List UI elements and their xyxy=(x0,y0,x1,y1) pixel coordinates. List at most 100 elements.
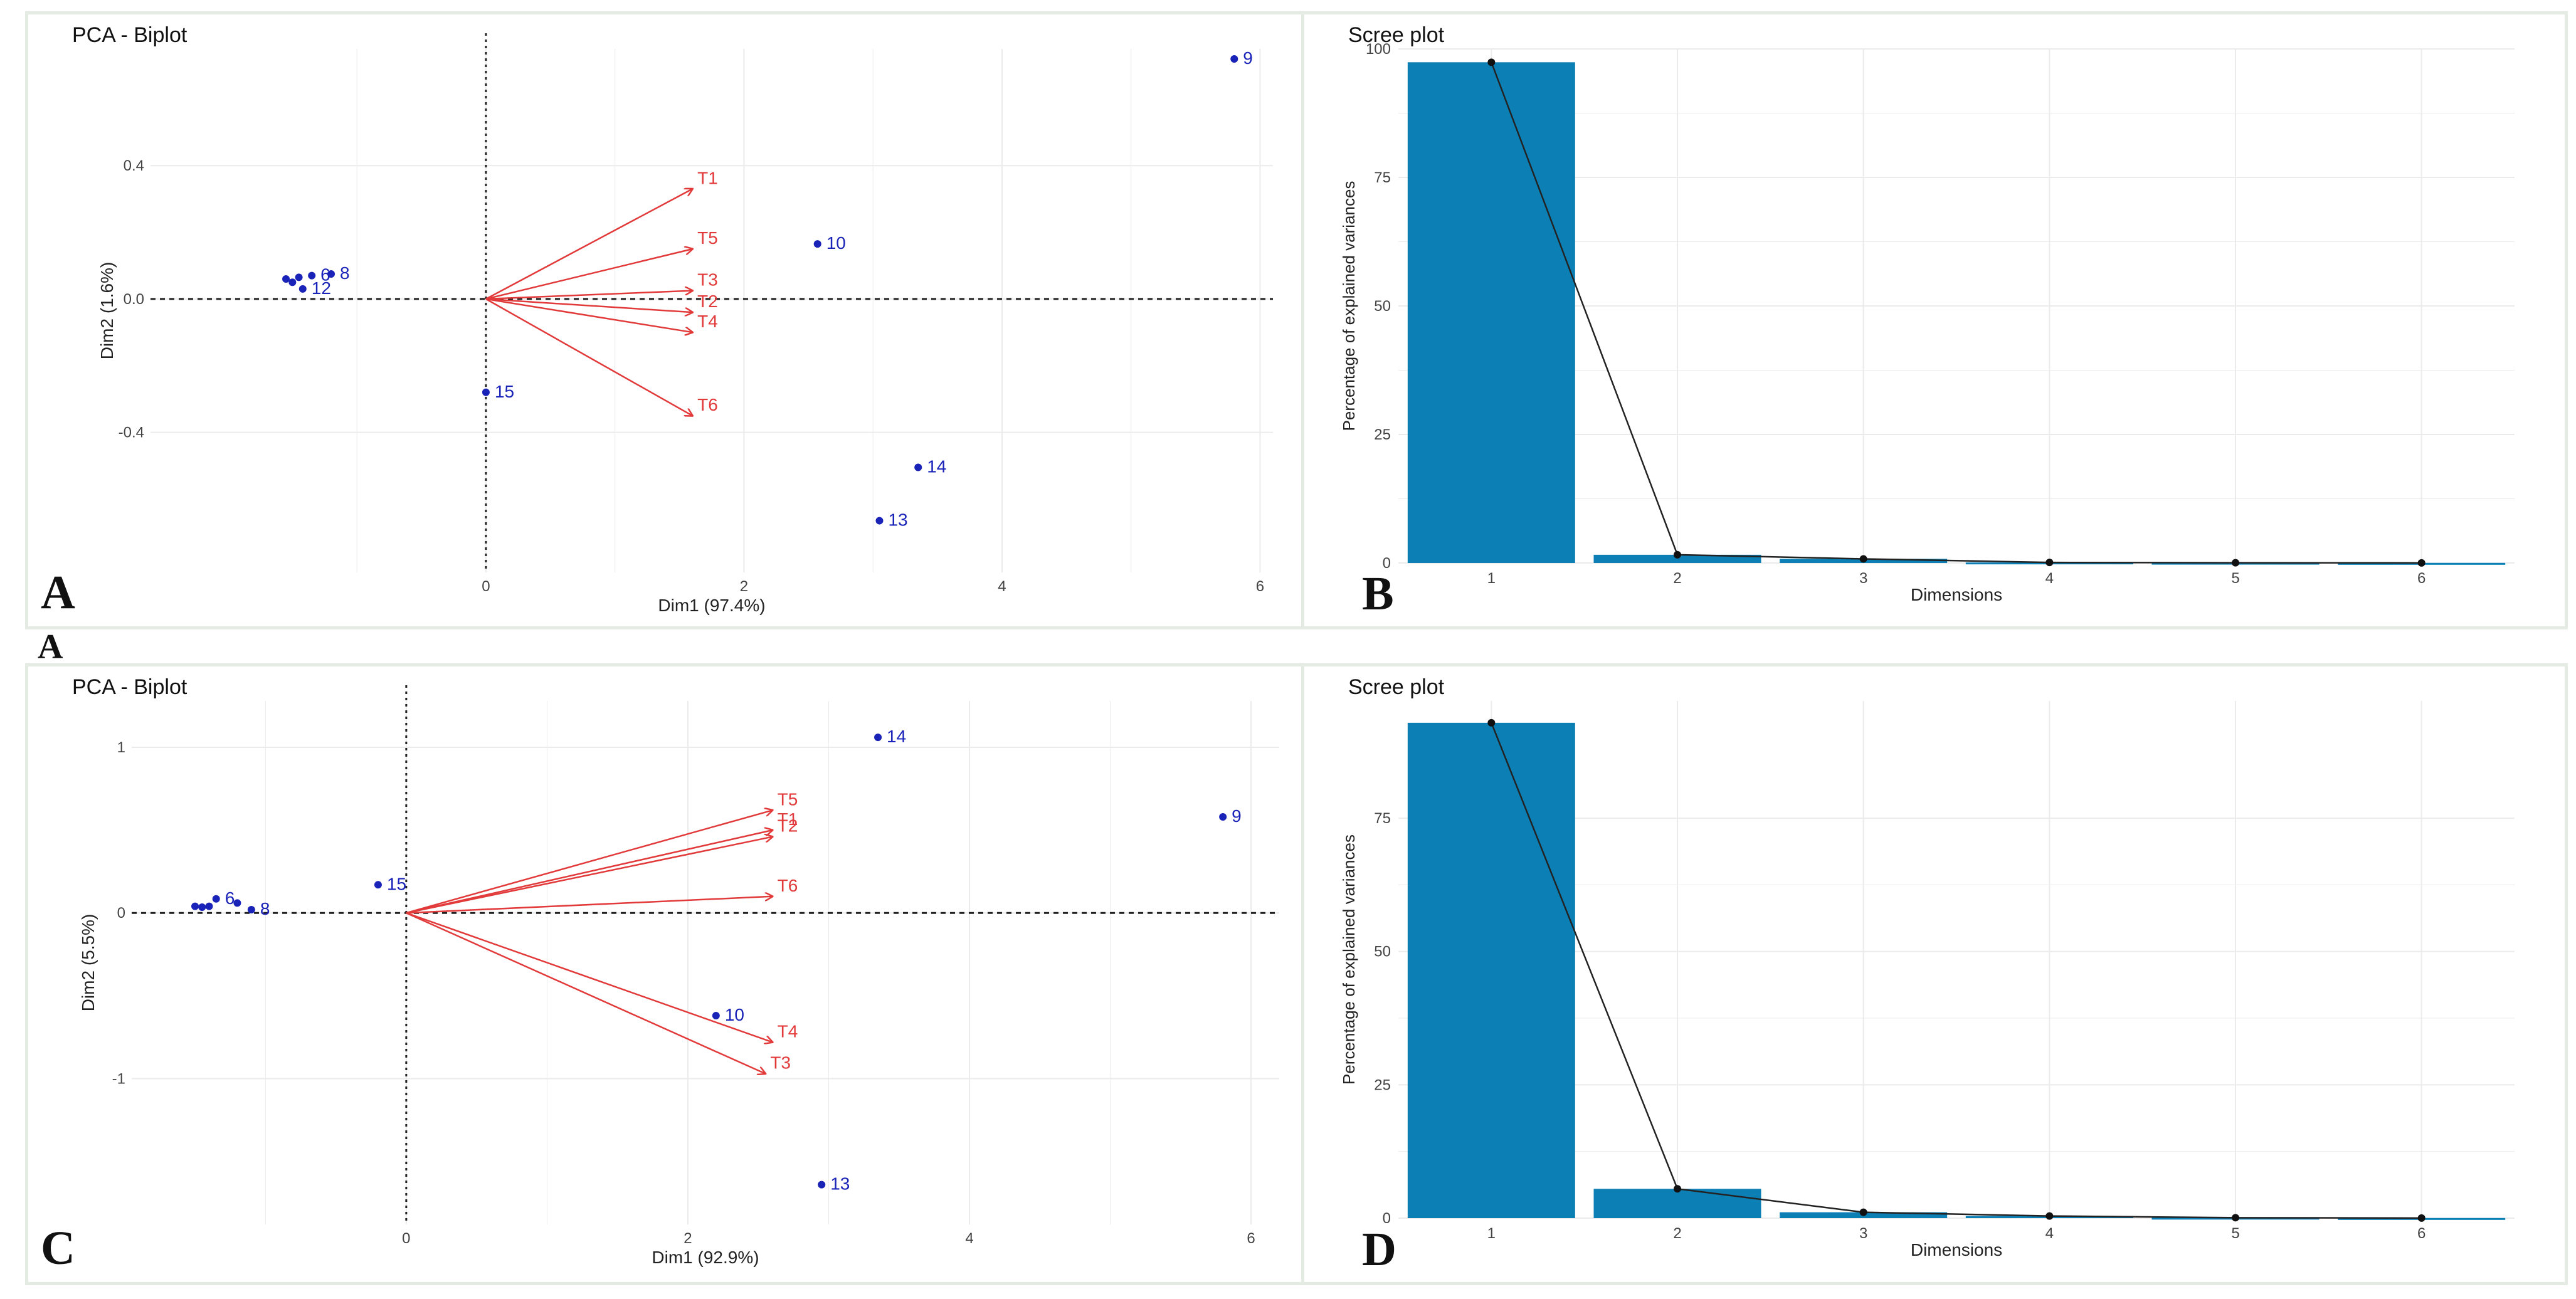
arrow-label: T5 xyxy=(778,789,798,809)
chart-title: Scree plot xyxy=(1348,23,1445,47)
bar xyxy=(1407,722,1575,1218)
data-point xyxy=(874,734,882,742)
x-tick-label: 2 xyxy=(1673,1225,1681,1242)
loading-arrow xyxy=(485,298,692,312)
data-point xyxy=(205,902,213,910)
y-axis-title: Dim2 (5.5%) xyxy=(78,914,98,1012)
data-point xyxy=(295,273,303,281)
loading-arrow xyxy=(406,897,773,914)
x-tick-label: 2 xyxy=(684,1230,692,1247)
point-label: 10 xyxy=(826,233,846,253)
panel-letter-b: B xyxy=(1362,567,1394,620)
arrow-label: T5 xyxy=(697,228,718,248)
x-tick-label: 4 xyxy=(965,1230,973,1247)
panel-letter-a: A xyxy=(41,566,75,619)
y-tick-label: 50 xyxy=(1374,298,1391,315)
scree-point xyxy=(1859,1208,1867,1216)
x-tick-label: 4 xyxy=(2045,1225,2054,1242)
scree-point xyxy=(1859,555,1867,563)
scree-point xyxy=(2417,1214,2426,1222)
data-point xyxy=(914,463,922,471)
arrow-label: T4 xyxy=(778,1021,798,1041)
data-point xyxy=(327,270,335,278)
scree-point xyxy=(2417,559,2426,567)
x-tick-label: 4 xyxy=(2045,570,2054,587)
x-tick-label: 3 xyxy=(1859,570,1867,587)
data-point xyxy=(191,902,199,910)
loading-arrow xyxy=(406,830,773,914)
y-tick-label: 0.4 xyxy=(124,157,144,174)
x-tick-label: 2 xyxy=(740,578,748,595)
point-label: 15 xyxy=(387,874,406,893)
arrow-label: T3 xyxy=(697,270,718,290)
point-label: 6 xyxy=(320,265,330,285)
arrow-label: T6 xyxy=(778,876,798,895)
x-tick-label: 3 xyxy=(1859,1225,1867,1242)
point-label: 9 xyxy=(1243,48,1253,68)
point-label: 13 xyxy=(830,1174,850,1194)
data-point xyxy=(212,895,220,903)
x-axis-title: Dimensions xyxy=(1911,1240,2002,1260)
y-tick-label: -0.4 xyxy=(119,424,144,441)
panel-d-scree: Scree plot 1 2 3 4 5 6 0 25 50 75 Dimensions Percen… xyxy=(1301,663,2568,1285)
data-point xyxy=(482,388,490,396)
chart-title: PCA - Biplot xyxy=(72,675,187,699)
loading-arrow xyxy=(406,912,766,1073)
scree-point xyxy=(2232,559,2239,567)
y-tick-label: 75 xyxy=(1374,810,1391,827)
scree-line xyxy=(1491,61,2422,564)
x-tick-label: 2 xyxy=(1673,570,1681,587)
bar xyxy=(1593,554,1761,563)
data-point xyxy=(198,903,206,911)
loading-arrow xyxy=(485,298,692,332)
y-tick-label: 75 xyxy=(1374,169,1391,186)
arrow-label: T1 xyxy=(697,168,718,187)
arrow-label: T4 xyxy=(697,312,718,331)
y-tick-label: 0 xyxy=(1383,1210,1391,1227)
point-label: 14 xyxy=(927,456,946,476)
loading-arrow xyxy=(485,291,692,300)
y-axis-title: Percentage of explained variances xyxy=(1339,181,1358,431)
x-tick-label: 0 xyxy=(482,578,490,595)
point-label: 13 xyxy=(888,510,907,530)
arrow-label: T3 xyxy=(770,1053,791,1073)
data-point xyxy=(233,899,241,907)
y-tick-label: 0 xyxy=(1383,555,1391,572)
x-axis-title: Dimensions xyxy=(1911,585,2002,604)
x-tick-label: 6 xyxy=(1247,1230,1255,1247)
data-point xyxy=(282,275,290,283)
scree-point xyxy=(1674,1185,1681,1193)
point-label: 15 xyxy=(495,382,514,401)
point-label: 10 xyxy=(725,1005,744,1024)
scree-point xyxy=(2232,1214,2239,1222)
scree-point xyxy=(2045,559,2054,567)
x-tick-label: 4 xyxy=(998,578,1006,595)
point-label: 12 xyxy=(312,278,331,298)
chart-title: PCA - Biplot xyxy=(72,23,187,47)
panel-b-scree: Scree plot 1 2 3 4 5 6 0 25 50 75 100 Dimensions Per… xyxy=(1301,11,2568,629)
data-point xyxy=(1219,813,1227,821)
y-tick-label: 25 xyxy=(1374,1076,1391,1093)
panel-letter-d: D xyxy=(1362,1223,1396,1276)
loading-arrow xyxy=(406,837,773,914)
panel-c-biplot: PCA - Biplot 0 2 4 6 -1 0 1 Dim1 (92.9%) Dim2 (5… xyxy=(25,663,1312,1285)
y-tick-label: 50 xyxy=(1374,944,1391,960)
y-tick-label: 1 xyxy=(117,739,125,756)
data-point xyxy=(298,285,307,293)
data-point xyxy=(288,278,297,287)
arrow-label: T2 xyxy=(697,292,718,311)
panel-letter-c: C xyxy=(41,1222,75,1275)
scree-point xyxy=(1487,58,1496,66)
x-tick-label: 1 xyxy=(1487,1225,1496,1242)
x-tick-label: 6 xyxy=(2417,570,2426,587)
y-axis-title: Percentage of explained variances xyxy=(1339,834,1358,1085)
data-point xyxy=(308,271,316,280)
loading-arrow xyxy=(485,189,692,300)
data-point xyxy=(813,240,821,248)
chart-title: Scree plot xyxy=(1348,675,1445,699)
panel-letter-a-ghost: A xyxy=(38,628,63,666)
point-label: 6 xyxy=(225,888,235,908)
scree-d-svg: 1 2 3 4 5 6 0 25 50 75 Dimensions Percentage of exp… xyxy=(1339,701,2515,1260)
loading-arrow xyxy=(406,912,773,1042)
x-axis-title: Dim1 (92.9%) xyxy=(652,1248,759,1267)
